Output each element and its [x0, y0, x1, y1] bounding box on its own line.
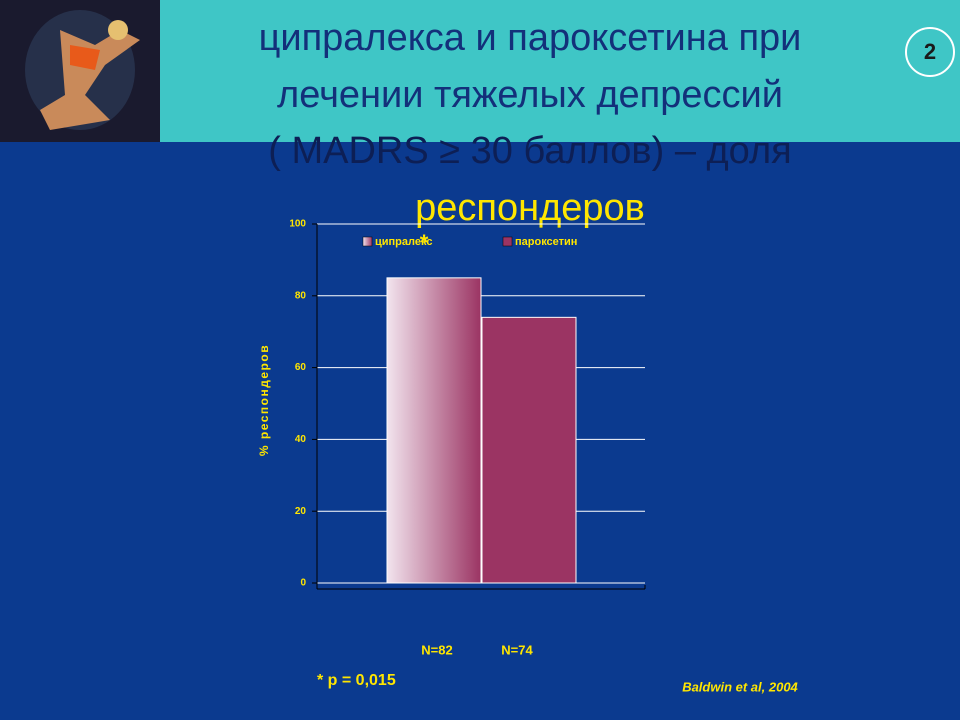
title-banner	[160, 0, 960, 142]
significance-marker: *	[420, 230, 429, 255]
source: Baldwin et al, 2004	[682, 679, 798, 694]
y-tick-label: 40	[295, 434, 307, 445]
bar	[481, 316, 577, 584]
title-line: лечении тяжелых депрессий	[277, 74, 783, 116]
y-tick-label: 80	[295, 290, 307, 301]
photo	[0, 0, 160, 142]
slide-badge	[905, 27, 955, 77]
y-axis-label: % респондеров	[257, 344, 271, 456]
slide-number: 2	[924, 39, 936, 64]
legend-label: пароксетин	[515, 236, 577, 248]
sample-label: N=82	[421, 642, 452, 657]
footnote: * p = 0,015	[317, 672, 396, 689]
title-line: ( MADRS ≥ 30 баллов) – доля	[268, 130, 791, 172]
bar	[386, 277, 482, 584]
y-tick-label: 0	[300, 578, 306, 589]
sample-label: N=74	[501, 642, 533, 657]
title-line: респондеров	[415, 187, 645, 229]
legend-swatch	[362, 236, 373, 247]
y-tick-label: 20	[295, 506, 307, 517]
legend-label: ципралекс	[375, 236, 432, 248]
legend-swatch	[502, 236, 513, 247]
title-line: ципралекса и пароксетина при	[259, 17, 802, 59]
y-tick-label: 60	[295, 362, 307, 373]
y-tick-label: 100	[289, 219, 306, 230]
